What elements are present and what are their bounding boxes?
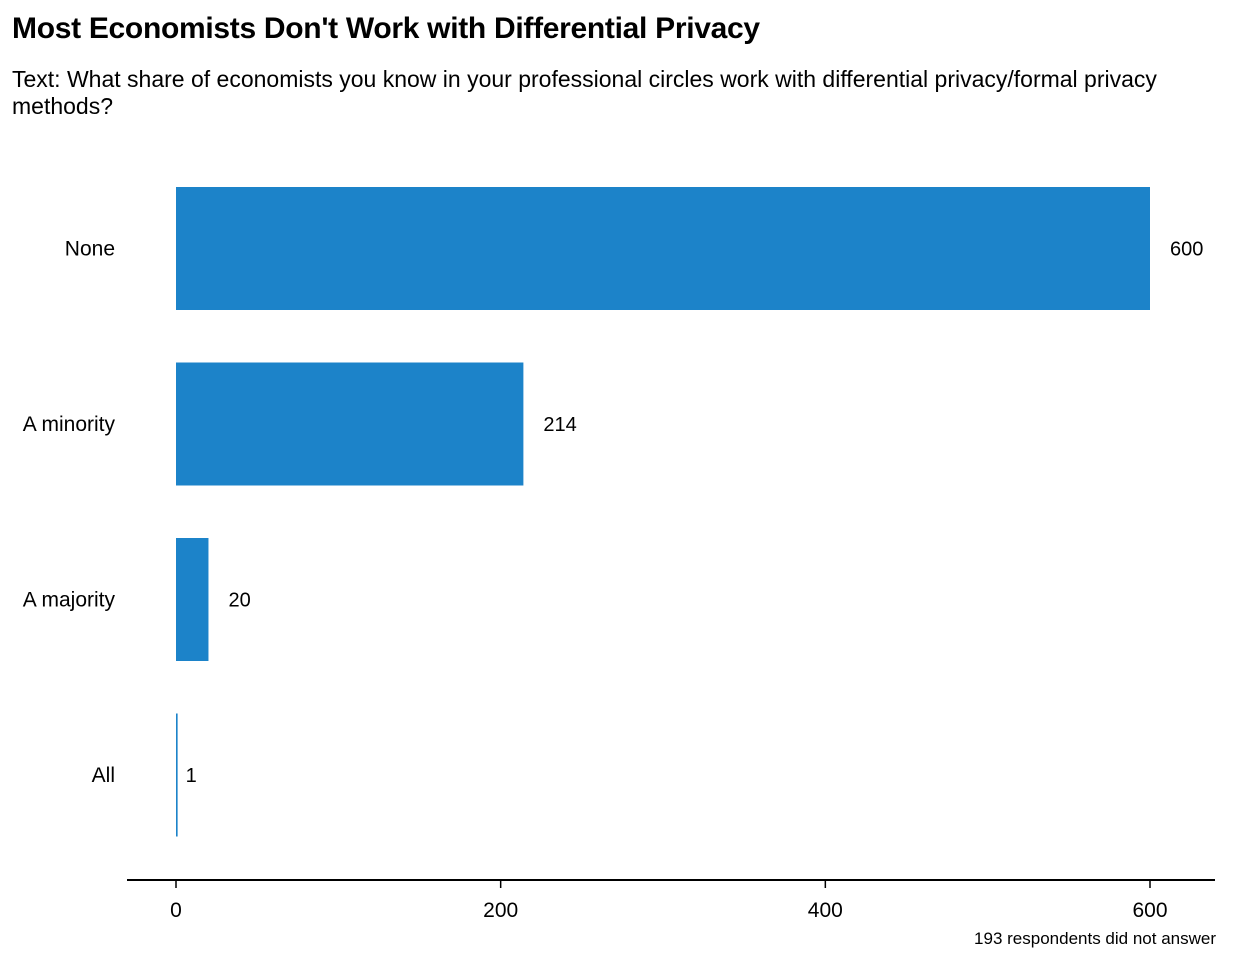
x-tick-label-200: 200 [483, 899, 518, 922]
category-label-a-majority: A majority [23, 589, 116, 612]
value-labels: 600 214 20 1 [186, 239, 1204, 788]
category-labels: None A minority A majority All [23, 238, 116, 788]
chart-subtitle: Text: What share of economists you know … [12, 66, 1157, 119]
category-label-none: None [65, 238, 115, 261]
value-label-none: 600 [1170, 239, 1203, 261]
chart-caption: 193 respondents did not answer [974, 929, 1216, 948]
chart-title: Most Economists Don't Work with Differen… [12, 12, 760, 45]
x-axis: 0 200 400 600 [127, 879, 1215, 922]
category-label-a-minority: A minority [23, 413, 116, 436]
bars [176, 187, 1150, 837]
x-tick-label-400: 400 [808, 899, 843, 922]
x-tick-label-600: 600 [1132, 899, 1167, 922]
bar-a-majority [176, 538, 209, 661]
value-label-a-majority: 20 [228, 590, 250, 612]
x-tick-label-0: 0 [170, 899, 182, 922]
bar-none [176, 187, 1150, 310]
bar-a-minority [176, 362, 524, 486]
value-label-all: 1 [186, 765, 197, 787]
bar-all [176, 713, 178, 837]
category-label-all: All [92, 764, 115, 787]
value-label-a-minority: 214 [543, 414, 576, 436]
